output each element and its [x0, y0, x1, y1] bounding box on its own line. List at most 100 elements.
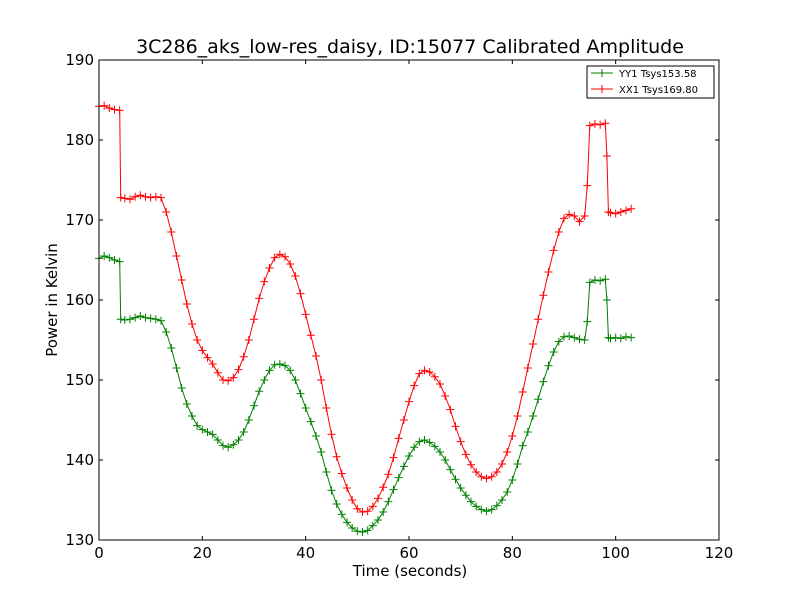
data-point-marker	[182, 300, 191, 308]
data-point-marker	[405, 397, 413, 406]
data-point-marker	[565, 332, 574, 340]
data-point-marker	[327, 486, 336, 495]
data-point-marker	[317, 376, 326, 384]
data-point-marker	[151, 315, 160, 324]
y-tick-label: 180	[65, 131, 94, 149]
data-point-marker	[151, 192, 160, 201]
data-point-marker	[250, 315, 258, 324]
data-point-marker	[281, 252, 289, 261]
x-axis-title: Time (seconds)	[352, 562, 468, 580]
data-point-marker	[312, 432, 320, 440]
data-point-marker	[554, 228, 563, 236]
data-point-marker	[136, 191, 145, 200]
data-point-marker	[213, 436, 222, 444]
data-point-marker	[126, 195, 134, 204]
data-point-marker	[461, 450, 470, 459]
data-point-marker	[115, 257, 124, 266]
data-point-marker	[441, 456, 450, 464]
data-point-marker	[477, 472, 486, 481]
data-point-marker	[172, 364, 181, 372]
data-point-marker	[575, 335, 584, 344]
data-point-marker	[260, 376, 269, 384]
data-point-marker	[348, 496, 357, 504]
data-point-marker	[234, 436, 243, 444]
plot-area	[95, 101, 636, 536]
data-point-marker	[208, 360, 217, 368]
data-point-marker	[508, 476, 517, 484]
data-point-marker	[472, 502, 481, 511]
data-point-marker	[337, 469, 346, 478]
data-point-marker	[374, 494, 382, 503]
plot-frame	[98, 59, 720, 541]
data-point-marker	[291, 376, 300, 384]
data-point-marker	[327, 430, 336, 439]
data-point-marker	[229, 373, 238, 382]
x-tick-label: 100	[601, 544, 630, 562]
data-point-marker	[255, 387, 264, 396]
data-point-marker	[529, 340, 537, 348]
data-point-marker	[162, 328, 171, 336]
data-point-marker	[358, 508, 367, 516]
data-point-marker	[604, 333, 613, 342]
data-point-marker	[177, 384, 186, 392]
data-point-marker	[415, 369, 424, 378]
data-point-marker	[523, 428, 532, 436]
data-point-marker	[332, 500, 341, 508]
data-point-marker	[430, 372, 439, 381]
data-point-marker	[110, 256, 119, 264]
data-point-marker	[529, 412, 537, 420]
data-point-marker	[596, 276, 605, 285]
data-point-marker	[601, 119, 610, 128]
data-point-marker	[162, 208, 171, 216]
data-point-marker	[384, 470, 393, 479]
data-point-marker	[583, 317, 592, 326]
data-point-marker	[244, 416, 253, 424]
data-point-marker	[616, 208, 625, 216]
data-point-marker	[585, 121, 594, 130]
data-point-marker	[374, 516, 382, 524]
y-tick-label: 190	[65, 51, 94, 69]
data-point-marker	[518, 441, 527, 450]
data-point-marker	[110, 105, 119, 114]
data-point-marker	[492, 501, 501, 510]
data-point-marker	[317, 448, 326, 456]
data-point-marker	[157, 316, 165, 325]
data-point-marker	[286, 366, 295, 375]
series-line-2	[98, 105, 632, 513]
x-tick-label: 60	[399, 544, 418, 562]
data-point-marker	[224, 376, 233, 385]
data-point-marker	[606, 208, 615, 217]
data-point-marker	[477, 505, 486, 514]
data-point-marker	[281, 361, 289, 370]
data-point-marker	[188, 320, 196, 328]
data-point-marker	[306, 331, 315, 340]
data-point-marker	[105, 104, 114, 112]
data-point-marker	[389, 453, 398, 462]
data-point-marker	[260, 277, 269, 286]
data-point-marker	[627, 204, 636, 213]
data-point-marker	[270, 253, 279, 262]
data-point-marker	[554, 337, 563, 346]
y-tick-label: 170	[65, 211, 94, 229]
data-point-marker	[379, 508, 388, 516]
data-point-marker	[337, 510, 346, 519]
data-point-marker	[498, 496, 506, 504]
data-point-marker	[301, 310, 310, 319]
data-point-marker	[467, 460, 475, 469]
data-point-marker	[583, 181, 592, 190]
data-point-marker	[611, 333, 620, 342]
data-point-marker	[301, 404, 310, 412]
data-point-marker	[410, 443, 419, 452]
data-point-marker	[410, 381, 419, 390]
data-point-marker	[131, 313, 140, 322]
data-point-marker	[353, 527, 362, 536]
data-point-marker	[239, 428, 248, 436]
data-point-marker	[343, 518, 351, 527]
y-tick-label: 130	[65, 531, 94, 549]
data-point-marker	[503, 448, 512, 456]
y-tick-label: 140	[65, 451, 94, 469]
data-point-marker	[436, 448, 444, 456]
data-point-marker	[441, 392, 450, 400]
data-point-marker	[116, 315, 125, 324]
